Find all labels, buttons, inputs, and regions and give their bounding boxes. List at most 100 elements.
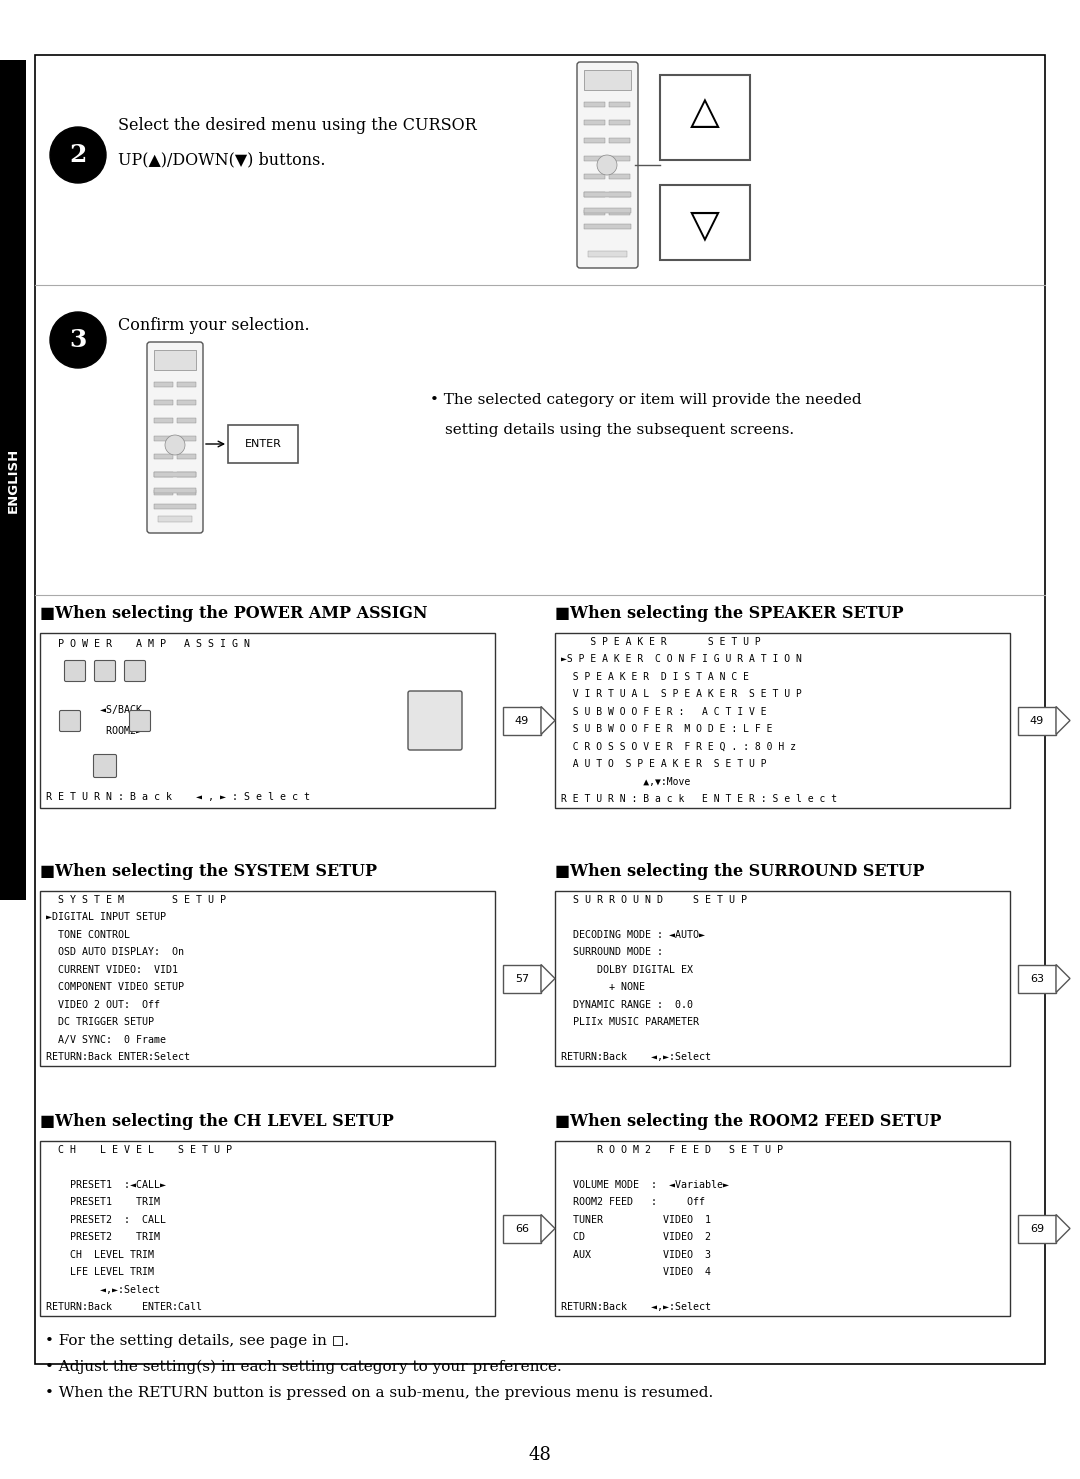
Bar: [154, 351, 195, 370]
Text: C R O S S O V E R  F R E Q . : 8 0 H z: C R O S S O V E R F R E Q . : 8 0 H z: [561, 742, 796, 751]
Text: ■When selecting the CH LEVEL SETUP: ■When selecting the CH LEVEL SETUP: [40, 1114, 394, 1130]
Text: ▽: ▽: [690, 207, 720, 244]
Bar: [0, 61, 26, 901]
FancyBboxPatch shape: [124, 661, 146, 682]
Text: R E T U R N : B a c k   E N T E R : S e l e c t: R E T U R N : B a c k E N T E R : S e l …: [561, 794, 837, 805]
Text: LFE LEVEL TRIM: LFE LEVEL TRIM: [46, 1268, 154, 1278]
Text: ►DIGITAL INPUT SETUP: ►DIGITAL INPUT SETUP: [46, 913, 166, 923]
Bar: [584, 155, 605, 161]
Text: setting details using the subsequent screens.: setting details using the subsequent scr…: [445, 423, 794, 436]
Text: V I R T U A L  S P E A K E R  S E T U P: V I R T U A L S P E A K E R S E T U P: [561, 689, 801, 700]
Bar: [584, 138, 605, 143]
Bar: [609, 155, 630, 161]
Text: Select the desired menu using the CURSOR: Select the desired menu using the CURSOR: [118, 117, 476, 133]
Text: 49: 49: [515, 716, 529, 726]
Bar: [584, 175, 605, 179]
Text: PRESET1  :◄CALL►: PRESET1 :◄CALL►: [46, 1180, 166, 1189]
Text: RETURN:Back ENTER:Select: RETURN:Back ENTER:Select: [46, 1052, 190, 1062]
Bar: [584, 70, 631, 90]
Bar: [40, 1140, 495, 1316]
Bar: [154, 454, 173, 458]
Text: PLIIx MUSIC PARAMETER: PLIIx MUSIC PARAMETER: [561, 1018, 699, 1028]
Text: A/V SYNC:  0 Frame: A/V SYNC: 0 Frame: [46, 1035, 166, 1044]
Polygon shape: [541, 1214, 555, 1242]
Bar: [177, 454, 195, 458]
Text: ■When selecting the ROOM2 FEED SETUP: ■When selecting the ROOM2 FEED SETUP: [555, 1114, 942, 1130]
Bar: [177, 382, 195, 387]
Text: C H    L E V E L    S E T U P: C H L E V E L S E T U P: [46, 1145, 232, 1155]
Text: CD             VIDEO  2: CD VIDEO 2: [561, 1232, 711, 1242]
Text: S Y S T E M        S E T U P: S Y S T E M S E T U P: [46, 895, 226, 905]
FancyBboxPatch shape: [94, 754, 117, 778]
Bar: [35, 55, 1045, 1364]
Bar: [158, 516, 192, 522]
Bar: [1018, 964, 1056, 992]
Text: COMPONENT VIDEO SETUP: COMPONENT VIDEO SETUP: [46, 982, 184, 992]
Text: • Adjust the setting(s) in each setting category to your preference.: • Adjust the setting(s) in each setting …: [45, 1361, 562, 1374]
Text: S U R R O U N D     S E T U P: S U R R O U N D S E T U P: [561, 895, 747, 905]
Bar: [154, 399, 173, 405]
Bar: [154, 490, 173, 495]
Text: AUX            VIDEO  3: AUX VIDEO 3: [561, 1250, 711, 1260]
Bar: [584, 223, 631, 229]
Bar: [555, 633, 1010, 808]
Bar: [154, 382, 173, 387]
Polygon shape: [541, 707, 555, 735]
Text: DOLBY DIGITAL EX: DOLBY DIGITAL EX: [561, 964, 693, 975]
Bar: [503, 964, 541, 992]
Text: VIDEO 2 OUT:  Off: VIDEO 2 OUT: Off: [46, 1000, 160, 1010]
Bar: [40, 890, 495, 1066]
FancyBboxPatch shape: [130, 710, 150, 732]
Bar: [588, 251, 627, 257]
Text: PRESET1    TRIM: PRESET1 TRIM: [46, 1197, 160, 1207]
Text: RETURN:Back     ENTER:Call: RETURN:Back ENTER:Call: [46, 1302, 202, 1312]
Bar: [154, 436, 173, 441]
Text: OSD AUTO DISPLAY:  On: OSD AUTO DISPLAY: On: [46, 947, 184, 957]
Text: S P E A K E R  D I S T A N C E: S P E A K E R D I S T A N C E: [561, 671, 750, 682]
Text: CURRENT VIDEO:  VID1: CURRENT VIDEO: VID1: [46, 964, 178, 975]
FancyBboxPatch shape: [577, 62, 638, 268]
Bar: [177, 419, 195, 423]
Text: 57: 57: [515, 973, 529, 984]
Text: △: △: [690, 95, 720, 132]
Circle shape: [50, 312, 106, 368]
Text: RETURN:Back    ◄,►:Select: RETURN:Back ◄,►:Select: [561, 1302, 711, 1312]
Text: 66: 66: [515, 1223, 529, 1233]
Text: ■When selecting the SURROUND SETUP: ■When selecting the SURROUND SETUP: [555, 864, 924, 880]
Bar: [609, 210, 630, 214]
Bar: [1018, 707, 1056, 735]
Text: ■When selecting the SYSTEM SETUP: ■When selecting the SYSTEM SETUP: [40, 864, 377, 880]
Text: ◄,►:Select: ◄,►:Select: [46, 1285, 160, 1294]
Text: Confirm your selection.: Confirm your selection.: [118, 317, 310, 333]
FancyBboxPatch shape: [228, 424, 298, 463]
Text: ▲,▼:Move: ▲,▼:Move: [561, 776, 690, 787]
Bar: [555, 890, 1010, 1066]
Bar: [609, 102, 630, 106]
Bar: [154, 488, 195, 493]
Bar: [177, 399, 195, 405]
Text: DECODING MODE : ◄AUTO►: DECODING MODE : ◄AUTO►: [561, 930, 705, 939]
Polygon shape: [1056, 964, 1070, 992]
Text: 63: 63: [1030, 973, 1044, 984]
Text: ►S P E A K E R  C O N F I G U R A T I O N: ►S P E A K E R C O N F I G U R A T I O N: [561, 654, 801, 664]
FancyBboxPatch shape: [147, 342, 203, 532]
Bar: [503, 707, 541, 735]
FancyBboxPatch shape: [95, 661, 116, 682]
Bar: [1018, 1214, 1056, 1242]
Bar: [609, 120, 630, 126]
Text: VIDEO  4: VIDEO 4: [561, 1268, 711, 1278]
Bar: [584, 102, 605, 106]
Polygon shape: [1056, 707, 1070, 735]
Text: 49: 49: [1030, 716, 1044, 726]
Text: ■When selecting the POWER AMP ASSIGN: ■When selecting the POWER AMP ASSIGN: [40, 605, 428, 623]
Text: PRESET2  :  CALL: PRESET2 : CALL: [46, 1214, 166, 1225]
Text: UP(▲)/DOWN(▼) buttons.: UP(▲)/DOWN(▼) buttons.: [118, 151, 325, 169]
Bar: [609, 138, 630, 143]
Text: DYNAMIC RANGE :  0.0: DYNAMIC RANGE : 0.0: [561, 1000, 693, 1010]
Bar: [584, 192, 605, 197]
Text: ENTER: ENTER: [244, 439, 282, 450]
Text: • The selected category or item will provide the needed: • The selected category or item will pro…: [430, 393, 862, 407]
Text: ■When selecting the SPEAKER SETUP: ■When selecting the SPEAKER SETUP: [555, 605, 904, 623]
Text: • When the RETURN button is pressed on a sub-menu, the previous menu is resumed.: • When the RETURN button is pressed on a…: [45, 1386, 713, 1401]
Bar: [40, 633, 495, 808]
